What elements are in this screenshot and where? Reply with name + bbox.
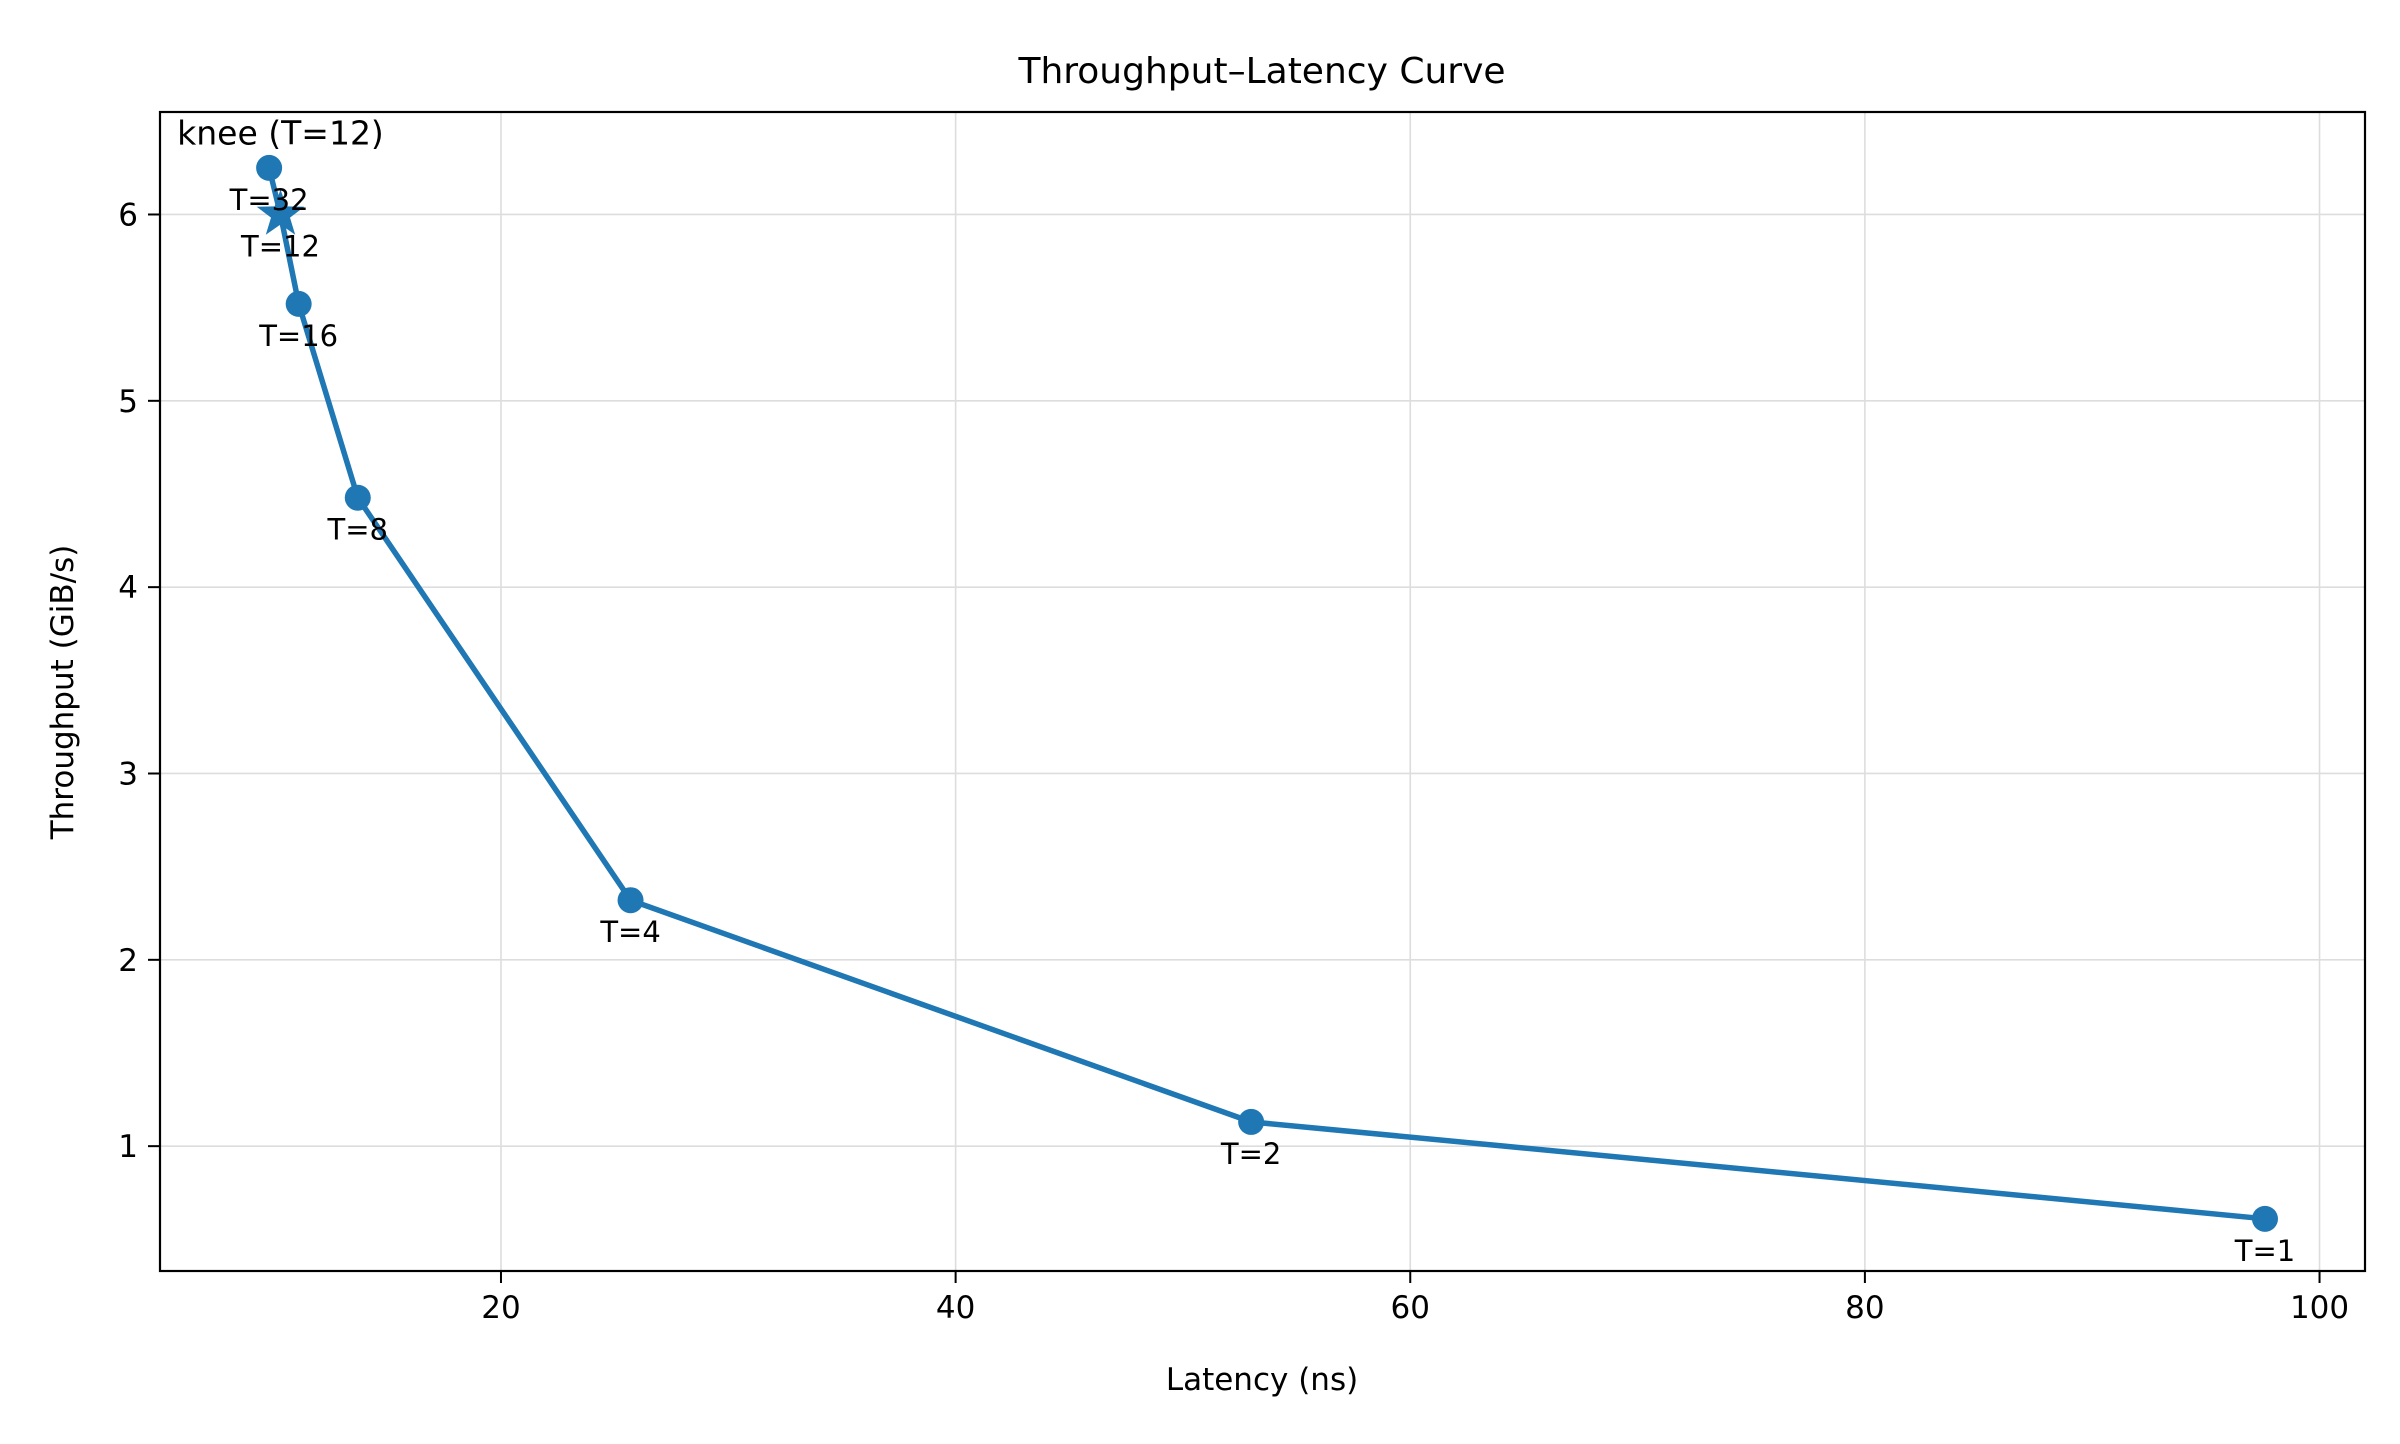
knee-star-marker	[256, 189, 305, 235]
y-axis-label: Throughput (GiB/s)	[45, 545, 81, 841]
y-tick-label: 2	[118, 943, 138, 979]
x-tick-label: 60	[1391, 1290, 1430, 1326]
knee-annotation: knee (T=12)	[177, 113, 384, 152]
x-tick-label: 100	[2290, 1290, 2349, 1326]
data-point	[256, 154, 283, 181]
y-tick-label: 6	[118, 197, 138, 233]
chart-title: Throughput–Latency Curve	[1017, 51, 1505, 92]
x-tick-label: 80	[1845, 1290, 1884, 1326]
y-tick-label: 1	[118, 1129, 138, 1165]
point-label: T=16	[258, 319, 338, 353]
x-axis-label: Latency (ns)	[1166, 1362, 1358, 1398]
y-tick-label: 3	[118, 756, 138, 792]
data-point	[285, 290, 312, 317]
point-label: T=32	[229, 183, 309, 217]
point-label: T=8	[327, 513, 388, 547]
y-tick-label: 5	[118, 384, 138, 420]
point-label: T=2	[1220, 1137, 1281, 1171]
y-tick-label: 4	[118, 570, 138, 606]
data-point	[617, 887, 644, 914]
point-label: T=12	[240, 229, 320, 263]
x-tick-label: 40	[936, 1290, 975, 1326]
point-label: T=1	[2234, 1234, 2295, 1268]
x-tick-label: 20	[481, 1290, 520, 1326]
data-point	[1238, 1108, 1265, 1135]
data-point	[344, 484, 371, 511]
point-label: T=4	[599, 915, 660, 949]
data-point	[2251, 1205, 2278, 1232]
plot-frame	[158, 110, 2367, 1273]
